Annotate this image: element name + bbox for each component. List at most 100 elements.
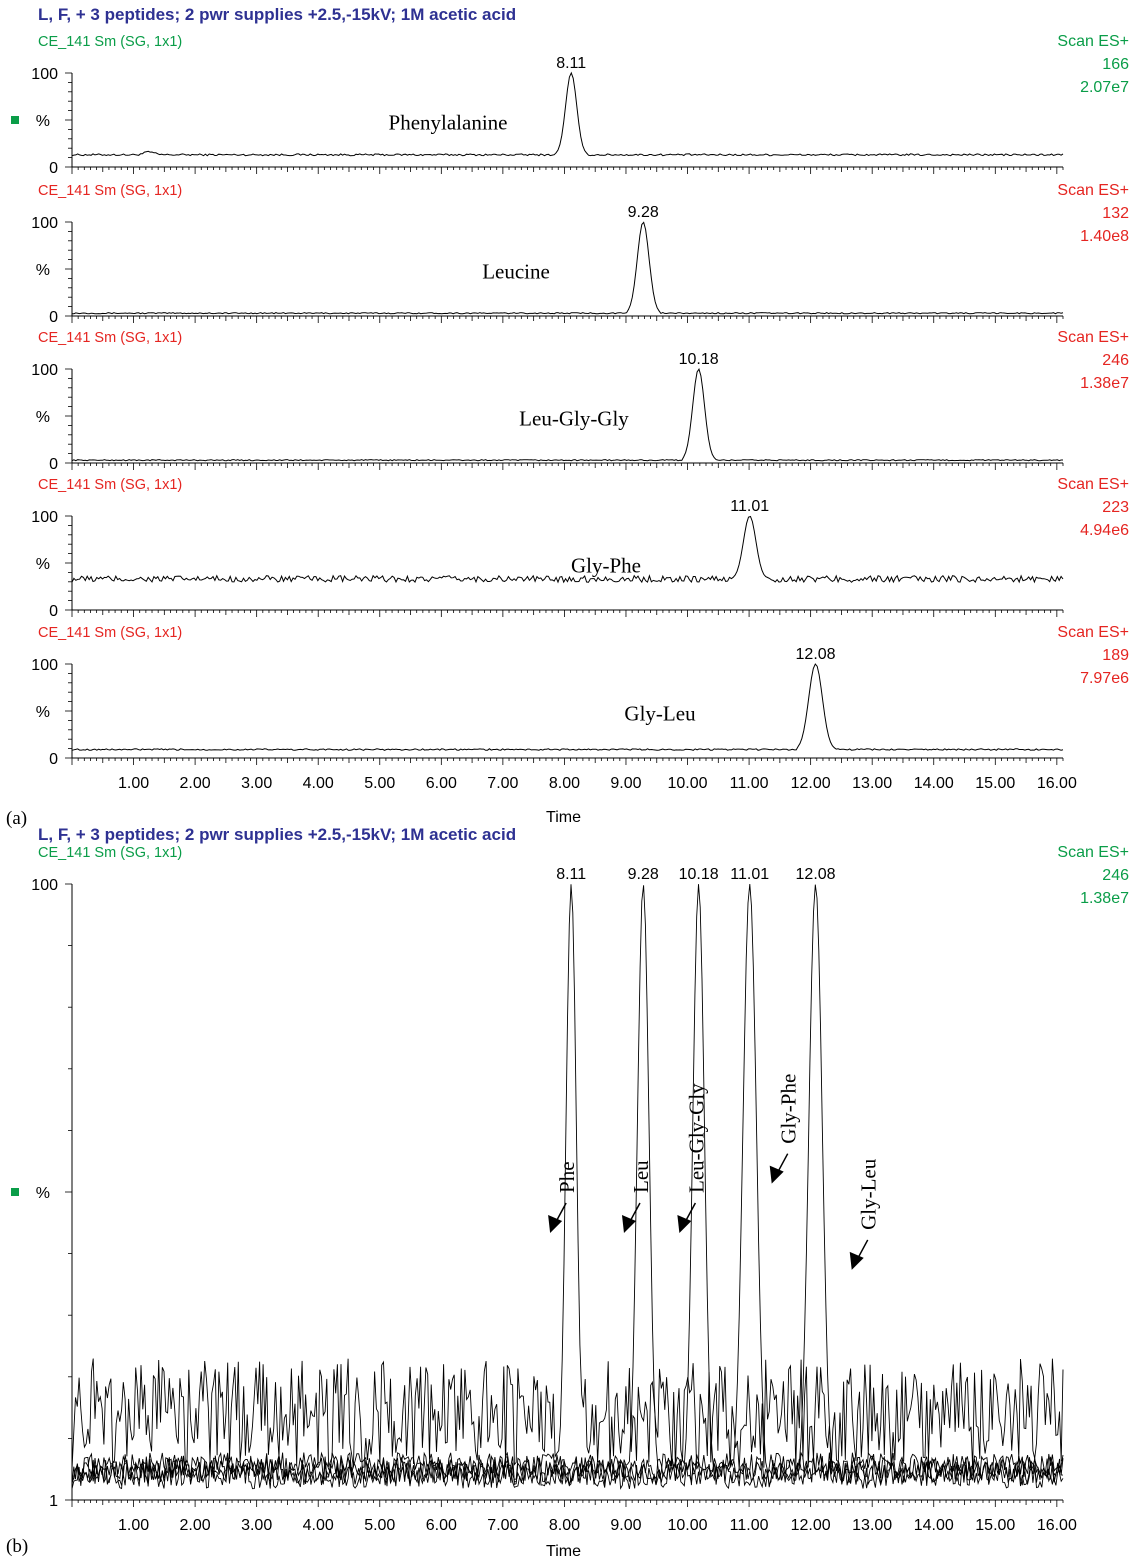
- scan-mass-label: 166: [1102, 56, 1129, 73]
- x-tick-label: 12.00: [791, 1517, 831, 1534]
- x-tick-label: 9.00: [610, 775, 641, 792]
- y-unit-label: %: [36, 409, 50, 426]
- annotation-label: Gly-Phe: [777, 1074, 801, 1144]
- annotation-label: Leu: [629, 1160, 653, 1193]
- peak-label: 11.01: [730, 866, 769, 883]
- x-tick-label: 14.00: [914, 775, 954, 792]
- compound-label: Leucine: [482, 259, 550, 283]
- peak-annotation: Leu: [621, 1160, 653, 1233]
- y-unit-label: %: [36, 262, 50, 279]
- scan-intensity-label: 1.40e8: [1080, 228, 1129, 245]
- y-unit-label: %: [36, 113, 50, 130]
- scan-mode-label: Scan ES+: [1057, 33, 1129, 50]
- trace-line: [71, 515, 1064, 584]
- peak-annotation: Phe: [548, 1161, 579, 1233]
- x-tick-label: 8.00: [549, 775, 580, 792]
- x-tick-label: 16.00: [1037, 775, 1077, 792]
- y-tick-label: 0: [49, 456, 58, 473]
- y-tick-label: 1: [49, 1493, 58, 1510]
- annotation-label: Gly-Leu: [857, 1158, 881, 1230]
- scan-intensity-label: 7.97e6: [1080, 670, 1129, 687]
- trace-panel-4: CE_141 Sm (SG, 1x1) Scan ES+ 223 4.94e6 100%…: [31, 476, 1129, 620]
- overlay-trace-line: [71, 884, 1064, 1470]
- compound-label: Phenylalanine: [389, 110, 508, 134]
- x-tick-label: 13.00: [852, 1517, 892, 1534]
- y-tick-label: 0: [49, 309, 58, 326]
- compound-label: Gly-Leu: [624, 701, 696, 725]
- panel-b-label: (b): [6, 1536, 28, 1557]
- peak-label: 10.18: [679, 351, 719, 368]
- peak-label: 11.01: [730, 498, 769, 515]
- y-unit-label: %: [36, 1185, 50, 1202]
- trace-panel-5: CE_141 Sm (SG, 1x1) Scan ES+ 189 7.97e6 100%…: [31, 624, 1129, 826]
- panel-a: L, F, + 3 peptides; 2 pwr supplies +2.5,…: [11, 5, 1129, 826]
- panel-a-title: L, F, + 3 peptides; 2 pwr supplies +2.5,…: [38, 5, 516, 24]
- x-tick-label: 1.00: [118, 1517, 149, 1534]
- scan-intensity-label: 2.07e7: [1080, 79, 1129, 96]
- peak-label: 8.11: [556, 55, 586, 72]
- arrow-head-icon: [621, 1214, 636, 1233]
- arrow-head-icon: [849, 1251, 864, 1270]
- scan-mass-label: 246: [1102, 867, 1129, 884]
- x-tick-label: 11.00: [730, 775, 769, 792]
- peak-annotation: Leu-Gly-Gly: [677, 1083, 708, 1233]
- annotation-label: Leu-Gly-Gly: [684, 1083, 708, 1193]
- y-tick-label: 100: [31, 66, 58, 83]
- panel-b-title: L, F, + 3 peptides; 2 pwr supplies +2.5,…: [38, 825, 516, 844]
- trace-panel-3: CE_141 Sm (SG, 1x1) Scan ES+ 246 1.38e7 100%…: [31, 329, 1129, 473]
- x-tick-label: 15.00: [975, 1517, 1015, 1534]
- y-tick-label: 100: [31, 877, 58, 894]
- y-tick-label: 100: [31, 362, 58, 379]
- x-tick-label: 2.00: [180, 775, 211, 792]
- scan-mass-label: 223: [1102, 499, 1129, 516]
- marker-square-icon: [11, 1188, 19, 1196]
- scan-mass-label: 132: [1102, 205, 1129, 222]
- trace-identifier: CE_141 Sm (SG, 1x1): [38, 625, 182, 641]
- x-tick-label: 3.00: [241, 1517, 272, 1534]
- scan-intensity-label: 4.94e6: [1080, 522, 1129, 539]
- x-tick-label: 15.00: [975, 775, 1015, 792]
- scan-mode-label: Scan ES+: [1057, 182, 1129, 199]
- annotation-label: Phe: [555, 1161, 579, 1193]
- trace-identifier: CE_141 Sm (SG, 1x1): [38, 845, 182, 861]
- scan-intensity-label: 1.38e7: [1080, 890, 1129, 907]
- x-tick-label: 6.00: [426, 1517, 457, 1534]
- trace-line: [71, 71, 1064, 157]
- scan-mode-label: Scan ES+: [1057, 329, 1129, 346]
- trace-panel-2: CE_141 Sm (SG, 1x1) Scan ES+ 132 1.40e8 100%…: [31, 182, 1129, 326]
- x-tick-label: 8.00: [549, 1517, 580, 1534]
- peak-label: 8.11: [556, 866, 586, 883]
- x-axis-title: Time: [546, 809, 581, 826]
- compound-label: Leu-Gly-Gly: [519, 406, 629, 430]
- x-tick-label: 5.00: [364, 1517, 395, 1534]
- x-tick-label: 14.00: [914, 1517, 954, 1534]
- peak-annotation: Gly-Phe: [769, 1074, 801, 1184]
- peak-label: 12.08: [796, 866, 836, 883]
- scan-mass-label: 246: [1102, 352, 1129, 369]
- arrow-head-icon: [677, 1214, 692, 1233]
- trace-identifier: CE_141 Sm (SG, 1x1): [38, 477, 182, 493]
- peak-label: 10.18: [679, 866, 719, 883]
- scan-mass-label: 189: [1102, 647, 1129, 664]
- x-tick-label: 4.00: [303, 1517, 334, 1534]
- x-tick-label: 5.00: [364, 775, 395, 792]
- trace-identifier: CE_141 Sm (SG, 1x1): [38, 330, 182, 346]
- y-tick-label: 0: [49, 603, 58, 620]
- y-unit-label: %: [36, 556, 50, 573]
- y-unit-label: %: [36, 704, 50, 721]
- x-tick-label: 16.00: [1037, 1517, 1077, 1534]
- x-tick-label: 6.00: [426, 775, 457, 792]
- compound-label: Gly-Phe: [571, 553, 641, 577]
- scan-intensity-label: 1.38e7: [1080, 375, 1129, 392]
- x-tick-label: 13.00: [852, 775, 892, 792]
- peak-annotation: Gly-Leu: [849, 1158, 881, 1270]
- arrow-head-icon: [769, 1165, 784, 1184]
- trace-line: [72, 221, 1064, 315]
- trace-identifier: CE_141 Sm (SG, 1x1): [38, 183, 182, 199]
- x-axis-title: Time: [546, 1543, 581, 1559]
- peak-label: 9.28: [628, 204, 659, 221]
- trace-panel-1: CE_141 Sm (SG, 1x1) Scan ES+ 166 2.07e7 100%…: [11, 33, 1129, 177]
- peak-label: 12.08: [796, 646, 836, 663]
- marker-square-icon: [11, 116, 19, 124]
